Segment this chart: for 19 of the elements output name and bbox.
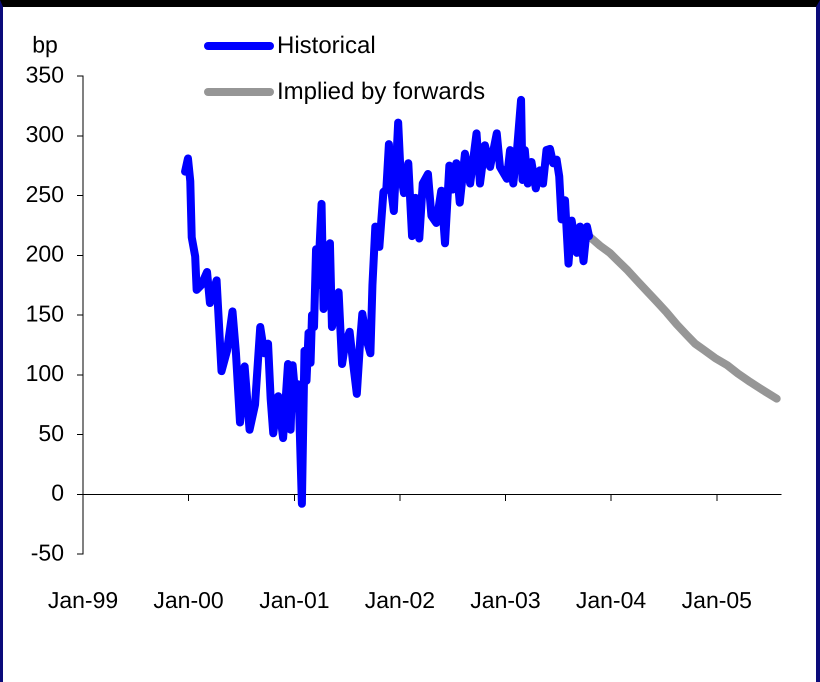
x-tick-label: Jan-99 (48, 587, 118, 614)
y-tick-label: -50 (30, 539, 64, 566)
y-tick-label: 50 (38, 420, 64, 446)
x-tick-label: Jan-03 (470, 587, 541, 614)
y-tick-label: 150 (26, 300, 64, 326)
y-tick-label: 100 (26, 360, 64, 386)
y-tick-label: 300 (26, 121, 64, 148)
x-tick-label: Jan-05 (682, 587, 752, 614)
legend-label: Historical (277, 32, 376, 60)
x-tick-label: Jan-01 (259, 587, 330, 614)
y-tick-label: 200 (26, 240, 64, 267)
x-tick-label: Jan-02 (364, 587, 436, 614)
y-axis-title: bp (32, 31, 58, 58)
x-tick-label: Jan-04 (576, 587, 646, 614)
legend-label: Implied by forwards (277, 78, 486, 106)
y-tick-label: 0 (51, 480, 64, 506)
x-tick-label: Jan-00 (153, 587, 224, 614)
y-tick-label: 350 (26, 61, 64, 88)
y-tick-label: 250 (26, 180, 64, 207)
